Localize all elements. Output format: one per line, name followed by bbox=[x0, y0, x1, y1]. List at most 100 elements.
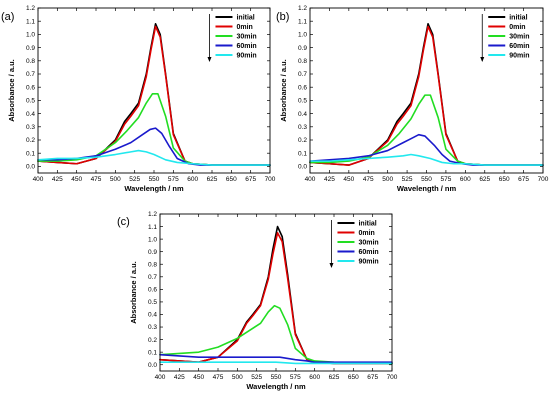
x-tick-label: 450 bbox=[343, 176, 354, 183]
x-tick-label: 625 bbox=[479, 176, 490, 183]
legend-label: 30min bbox=[509, 34, 529, 41]
x-axis-title: Wavelength / nm bbox=[124, 184, 184, 193]
x-tick-label: 575 bbox=[290, 374, 301, 381]
y-tick-label: 0.8 bbox=[298, 58, 307, 65]
y-tick-label: 0.9 bbox=[26, 45, 35, 52]
y-tick-label: 0.7 bbox=[148, 274, 157, 281]
y-tick-label: 0.2 bbox=[148, 337, 157, 344]
x-tick-label: 400 bbox=[155, 374, 166, 381]
x-tick-label: 625 bbox=[207, 176, 218, 183]
x-tick-label: 600 bbox=[460, 176, 471, 183]
y-axis-title: Absorbance / a.u. bbox=[279, 59, 288, 122]
x-tick-label: 425 bbox=[174, 374, 185, 381]
y-tick-label: 0.5 bbox=[26, 98, 35, 105]
y-tick-label: 1.0 bbox=[298, 32, 307, 39]
chart-panel-1: (a) 400 425 450 475 500 525 550 575 600 625 650 675 7… bbox=[1, 5, 276, 193]
y-tick-label: 0.2 bbox=[26, 137, 35, 144]
x-tick-label: 425 bbox=[52, 176, 63, 183]
y-tick-label: 0.1 bbox=[26, 150, 35, 157]
y-tick-label: 0.5 bbox=[298, 98, 307, 105]
y-tick-label: 1.1 bbox=[298, 18, 307, 25]
y-tick-label: 0.4 bbox=[298, 111, 307, 118]
panel-label: (b) bbox=[276, 11, 289, 23]
x-tick-label: 550 bbox=[271, 374, 282, 381]
chart-panel-3: (c) 400 425 450 475 500 525 550 575 600 625 650 675 7… bbox=[117, 211, 398, 391]
y-tick-label: 0.4 bbox=[26, 111, 35, 118]
legend-label: 0min bbox=[358, 230, 374, 237]
x-tick-label: 400 bbox=[33, 176, 44, 183]
chart-panel-2: (b) 400 425 450 475 500 525 550 575 600 625 650 675 7… bbox=[276, 5, 549, 193]
legend-label: 60min bbox=[358, 249, 378, 256]
legend-label: 90min bbox=[509, 53, 529, 60]
x-tick-label: 525 bbox=[129, 176, 140, 183]
y-tick-label: 1.2 bbox=[298, 5, 307, 12]
y-tick-label: 0.5 bbox=[148, 299, 157, 306]
plot-frame bbox=[37, 7, 271, 174]
x-tick-label: 500 bbox=[382, 176, 393, 183]
y-tick-label: 0.8 bbox=[26, 58, 35, 65]
x-tick-label: 550 bbox=[421, 176, 432, 183]
y-axis-title: Absorbance / a.u. bbox=[129, 261, 138, 324]
y-tick-label: 0.2 bbox=[298, 137, 307, 144]
x-tick-label: 650 bbox=[499, 176, 510, 183]
legend-label: initial bbox=[358, 221, 376, 228]
y-tick-label: 0.3 bbox=[148, 324, 157, 331]
legend-label: 90min bbox=[236, 53, 256, 60]
x-tick-label: 475 bbox=[213, 374, 224, 381]
legend-arrow-head bbox=[480, 57, 485, 62]
legend-arrow-head bbox=[207, 57, 212, 62]
x-tick-label: 700 bbox=[538, 176, 549, 183]
legend-arrow-head bbox=[329, 263, 334, 268]
panel-label: (c) bbox=[117, 216, 130, 228]
y-tick-label: 0.6 bbox=[148, 287, 157, 294]
y-tick-label: 0.4 bbox=[148, 312, 157, 319]
y-tick-label: 0.0 bbox=[298, 164, 307, 171]
series-line-0min bbox=[37, 25, 271, 166]
y-tick-label: 1.1 bbox=[26, 18, 35, 25]
y-tick-label: 1.0 bbox=[148, 236, 157, 243]
y-tick-label: 0.7 bbox=[298, 71, 307, 78]
y-tick-label: 0.6 bbox=[26, 84, 35, 91]
x-tick-label: 600 bbox=[309, 374, 320, 381]
y-tick-label: 0.8 bbox=[148, 261, 157, 268]
x-axis-title: Wavelength / nm bbox=[246, 382, 306, 391]
series-line-30min bbox=[309, 94, 544, 166]
x-tick-label: 675 bbox=[518, 176, 529, 183]
y-tick-label: 0.9 bbox=[148, 249, 157, 256]
plot-frame bbox=[309, 7, 544, 174]
y-tick-label: 0.3 bbox=[298, 124, 307, 131]
x-tick-label: 625 bbox=[329, 374, 340, 381]
y-tick-label: 1.1 bbox=[148, 224, 157, 231]
x-tick-label: 575 bbox=[440, 176, 451, 183]
x-tick-label: 700 bbox=[387, 374, 398, 381]
x-tick-label: 400 bbox=[305, 176, 316, 183]
series-line-initial bbox=[159, 225, 393, 365]
y-tick-label: 1.2 bbox=[148, 211, 157, 218]
x-tick-label: 525 bbox=[402, 176, 413, 183]
y-tick-label: 0.1 bbox=[148, 349, 157, 356]
y-tick-label: 0.6 bbox=[298, 84, 307, 91]
y-tick-label: 0.0 bbox=[148, 362, 157, 369]
legend-label: initial bbox=[509, 15, 527, 22]
legend-label: initial bbox=[236, 15, 254, 22]
x-tick-label: 575 bbox=[168, 176, 179, 183]
series-line-90min bbox=[309, 153, 544, 166]
x-tick-label: 425 bbox=[324, 176, 335, 183]
x-tick-label: 675 bbox=[245, 176, 256, 183]
x-tick-label: 650 bbox=[348, 374, 359, 381]
x-tick-label: 700 bbox=[265, 176, 276, 183]
legend-label: 30min bbox=[236, 34, 256, 41]
legend-label: 90min bbox=[358, 259, 378, 266]
x-axis-title: Wavelength / nm bbox=[397, 184, 457, 193]
y-tick-label: 0.9 bbox=[298, 45, 307, 52]
panel-label: (a) bbox=[1, 11, 14, 23]
plot-frame bbox=[159, 213, 393, 372]
series-line-90min bbox=[37, 149, 271, 166]
x-tick-label: 450 bbox=[71, 176, 82, 183]
legend-label: 0min bbox=[509, 24, 525, 31]
x-tick-label: 650 bbox=[226, 176, 237, 183]
x-tick-label: 500 bbox=[110, 176, 121, 183]
series-line-60min bbox=[309, 133, 544, 166]
x-tick-label: 500 bbox=[232, 374, 243, 381]
y-tick-label: 0.0 bbox=[26, 164, 35, 171]
